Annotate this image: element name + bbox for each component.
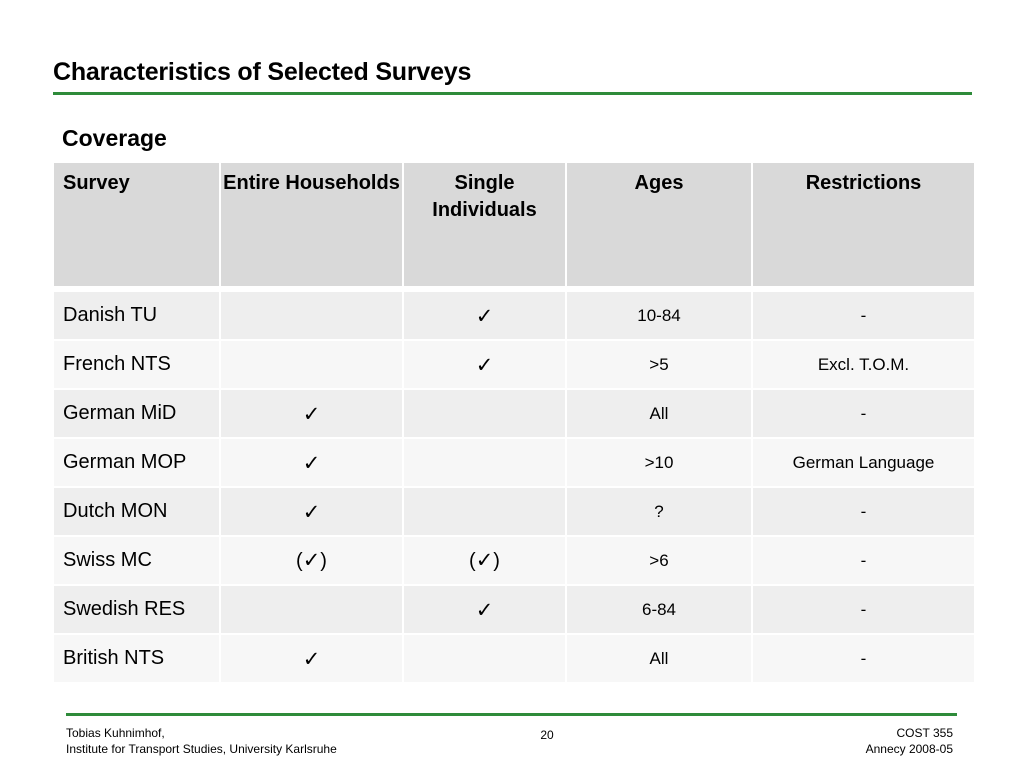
- cell-households: ✓: [219, 633, 404, 684]
- cell-individuals: ✓: [402, 290, 567, 341]
- close-paren: ): [493, 550, 500, 572]
- table-row: British NTS ✓ All -: [52, 633, 976, 684]
- cell-restrictions: -: [751, 486, 976, 537]
- cell-households: (✓): [219, 535, 404, 586]
- table-row: Swiss MC (✓) (✓) >6-: [52, 535, 976, 586]
- cell-households: [219, 290, 404, 341]
- cell-individuals: (✓): [402, 535, 567, 586]
- cell-restrictions: -: [751, 535, 976, 586]
- cell-survey: German MiD: [52, 388, 221, 439]
- cell-ages: >5: [565, 339, 753, 390]
- cell-restrictions: German Language: [751, 437, 976, 488]
- table-row: French NTS ✓ >5 Excl. T.O.M.: [52, 339, 976, 390]
- table-row: Danish TU ✓ 10-84-: [52, 290, 976, 341]
- cell-individuals: [402, 633, 567, 684]
- checkmark-icon: ✓: [475, 352, 494, 377]
- cell-households: ✓: [219, 437, 404, 488]
- table-header-row: Survey Entire Households Single Individu…: [52, 161, 976, 288]
- cell-restrictions: -: [751, 290, 976, 341]
- page-number: 20: [540, 728, 554, 742]
- checkmark-icon: ✓: [475, 597, 494, 622]
- cell-ages: >10: [565, 437, 753, 488]
- cell-individuals: [402, 388, 567, 439]
- checkmark-icon: ✓: [302, 450, 321, 475]
- open-paren: (: [469, 550, 476, 572]
- cell-individuals: [402, 486, 567, 537]
- header-ages: Ages: [565, 161, 753, 288]
- title-divider: [53, 92, 972, 95]
- cell-survey: Swiss MC: [52, 535, 221, 586]
- header-restrictions: Restrictions: [751, 161, 976, 288]
- cell-restrictions: -: [751, 633, 976, 684]
- cell-ages: All: [565, 388, 753, 439]
- close-paren: ): [320, 550, 327, 572]
- cell-households: ✓: [219, 388, 404, 439]
- cell-survey: French NTS: [52, 339, 221, 390]
- cell-ages: All: [565, 633, 753, 684]
- table-row: Swedish RES ✓ 6-84-: [52, 584, 976, 635]
- open-paren: (: [296, 550, 303, 572]
- cell-individuals: ✓: [402, 584, 567, 635]
- footer-event: Annecy 2008-05: [865, 742, 953, 756]
- table-row: German MOP ✓ >10 German Language: [52, 437, 976, 488]
- table-body: Danish TU ✓ 10-84- French NTS ✓ >5 Excl. T.O.M…: [52, 290, 976, 684]
- checkmark-icon: ✓: [302, 401, 321, 426]
- header-entire-households: Entire Households: [219, 161, 404, 288]
- cell-restrictions: -: [751, 388, 976, 439]
- checkmark-icon: ✓: [475, 548, 494, 572]
- table-row: Dutch MON ✓? -: [52, 486, 976, 537]
- section-heading: Coverage: [62, 125, 167, 151]
- header-survey: Survey: [52, 161, 221, 288]
- cell-ages: 10-84: [565, 290, 753, 341]
- cell-restrictions: Excl. T.O.M.: [751, 339, 976, 390]
- cell-survey: British NTS: [52, 633, 221, 684]
- cell-survey: German MOP: [52, 437, 221, 488]
- table-row: German MiD ✓ All -: [52, 388, 976, 439]
- footer-event-block: COST 355 Annecy 2008-05: [866, 725, 953, 757]
- cell-ages: >6: [565, 535, 753, 586]
- cell-households: [219, 584, 404, 635]
- cell-survey: Dutch MON: [52, 486, 221, 537]
- checkmark-icon: ✓: [302, 499, 321, 524]
- footer-author: Tobias Kuhnimhof,: [66, 726, 165, 740]
- cell-individuals: ✓: [402, 339, 567, 390]
- checkmark-icon: ✓: [302, 548, 321, 572]
- cell-ages: 6-84: [565, 584, 753, 635]
- cell-survey: Danish TU: [52, 290, 221, 341]
- checkmark-icon: ✓: [302, 646, 321, 671]
- slide-title: Characteristics of Selected Surveys: [53, 58, 472, 86]
- checkmark-icon: ✓: [475, 303, 494, 328]
- cell-households: ✓: [219, 486, 404, 537]
- footer-conference: COST 355: [896, 726, 953, 740]
- cell-restrictions: -: [751, 584, 976, 635]
- footer-author-block: Tobias Kuhnimhof, Institute for Transpor…: [66, 725, 337, 757]
- cell-survey: Swedish RES: [52, 584, 221, 635]
- cell-ages: ?: [565, 486, 753, 537]
- footer-divider: [66, 713, 957, 716]
- footer-institute: Institute for Transport Studies, Univers…: [66, 742, 337, 756]
- header-single-individuals: Single Individuals: [402, 161, 567, 288]
- coverage-table: Survey Entire Households Single Individu…: [52, 161, 976, 684]
- cell-households: [219, 339, 404, 390]
- cell-individuals: [402, 437, 567, 488]
